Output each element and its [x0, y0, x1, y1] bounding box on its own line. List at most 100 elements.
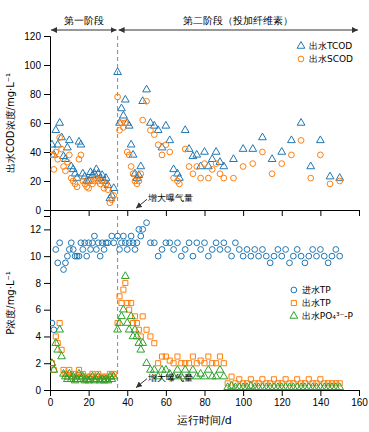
point: [120, 305, 128, 312]
point: [248, 253, 254, 259]
legend: 进水TP出水TP出水PO₄³⁻-P: [290, 285, 354, 321]
point: [143, 359, 151, 366]
tick: 80: [199, 390, 211, 408]
series: [50, 220, 343, 333]
point: [302, 260, 308, 266]
point: [317, 152, 323, 158]
point: [127, 140, 135, 147]
tick: 10: [30, 251, 50, 262]
point: [239, 145, 247, 152]
tick-mark: [44, 123, 50, 124]
chart: 020406080100120出水COD浓度/mg·L⁻¹增大曝气量第一阶段第二…: [0, 0, 369, 432]
tick-label: 0: [48, 397, 54, 408]
point: [65, 253, 71, 259]
tick: 100: [235, 390, 252, 408]
point: [216, 365, 224, 372]
point: [75, 369, 83, 376]
point: [105, 240, 111, 246]
point: [194, 164, 200, 170]
tick-label: 40: [122, 397, 134, 408]
x-axis: [51, 210, 360, 216]
point: [110, 372, 118, 379]
axis-domain: [44, 37, 51, 211]
tick-label: 60: [161, 397, 173, 408]
tick-mark: [44, 152, 50, 153]
point: [190, 171, 196, 177]
tick: 140: [313, 390, 330, 408]
tick-mark: [282, 390, 283, 396]
x-axis: 020406080100120140160: [48, 390, 369, 408]
point: [213, 161, 219, 167]
point: [148, 334, 153, 339]
point: [101, 247, 107, 253]
tick-mark: [44, 65, 50, 66]
tick-mark: [205, 390, 206, 396]
y-axis: 020406080100120: [24, 31, 50, 216]
point: [182, 146, 188, 152]
point: [185, 145, 193, 152]
point: [263, 253, 269, 259]
tick-mark: [44, 283, 50, 284]
point: [314, 253, 320, 259]
tick-label: 120: [274, 397, 291, 408]
point: [132, 247, 138, 253]
point: [80, 247, 86, 253]
point: [230, 155, 238, 162]
point: [58, 352, 66, 359]
point: [306, 253, 312, 259]
point: [50, 365, 58, 372]
point: [70, 247, 76, 253]
point: [140, 314, 145, 319]
point: [140, 227, 146, 233]
point: [187, 361, 192, 366]
legend-label: 进水TP: [302, 285, 331, 295]
point: [150, 365, 158, 372]
tick-label: 4: [35, 331, 41, 342]
point: [133, 332, 141, 339]
point: [50, 320, 55, 326]
point: [76, 253, 82, 259]
tick: [205, 210, 206, 216]
point: [144, 220, 150, 226]
panel: 024681012020406080100120140160P浓度/mg·L⁻¹…: [5, 216, 368, 427]
legend-item: 出水PO₄³⁻-P: [290, 311, 354, 321]
y-axis-title: 出水COD浓度/mg·L⁻¹: [5, 73, 16, 173]
point: [229, 374, 234, 379]
point: [84, 184, 90, 190]
point: [128, 164, 134, 170]
point: [326, 172, 334, 179]
tick: [166, 210, 167, 216]
point: [167, 149, 173, 155]
point: [249, 145, 257, 152]
tick-label: 12: [30, 224, 42, 235]
point: [121, 95, 129, 102]
point: [225, 247, 231, 253]
point: [212, 372, 220, 379]
point: [63, 168, 69, 174]
point: [143, 85, 151, 92]
point: [118, 104, 126, 111]
annotation: 增大曝气量: [147, 193, 193, 203]
point: [65, 369, 73, 376]
tick: [359, 210, 360, 216]
tick-mark: [44, 229, 50, 230]
tick-mark: [89, 210, 90, 216]
point: [121, 272, 129, 279]
tick-mark: [205, 210, 206, 216]
annotation: 增大曝气量: [147, 373, 193, 383]
point: [52, 339, 60, 346]
point: [144, 98, 150, 104]
tick: 0: [35, 385, 50, 396]
point: [131, 325, 139, 332]
tick: [320, 210, 321, 216]
tick: 120: [274, 390, 291, 408]
point: [158, 143, 166, 150]
point: [63, 260, 69, 266]
legend-symbol: [298, 56, 304, 62]
tick-label: 20: [84, 397, 96, 408]
point: [205, 253, 211, 259]
point: [181, 365, 189, 372]
point: [116, 319, 124, 326]
point: [177, 181, 183, 187]
point: [205, 175, 211, 181]
